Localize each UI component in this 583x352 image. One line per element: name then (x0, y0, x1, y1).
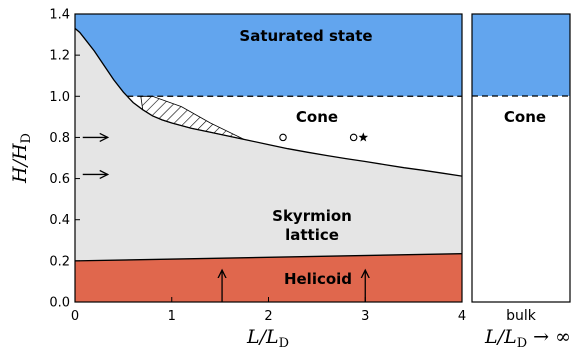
y-axis-ticks: 0.0 0.2 0.4 0.6 0.8 1.0 1.2 1.4 (49, 8, 80, 311)
bulk-cone-region (472, 96, 570, 302)
markers-group (279, 132, 369, 142)
y-tick-label: 1.2 (49, 49, 70, 64)
circle-marker-0 (279, 133, 287, 142)
arrows-group (82, 137, 366, 302)
y-tick-label: 0.6 (49, 172, 70, 187)
helicoid-boundary-line (75, 253, 462, 262)
bulk-x-axis-label: L/LD → ∞ (484, 326, 571, 351)
skyrmion-label-line2: lattice (285, 226, 339, 244)
x-tick-label: 4 (458, 309, 466, 324)
bulk-tick-label: bulk (506, 308, 537, 324)
helicoid-region (75, 253, 462, 302)
x-tick-label: 1 (168, 309, 176, 324)
x-axis-label: L/LD (246, 326, 289, 351)
x-axis-ticks: 0 1 2 3 4 (71, 297, 466, 324)
y-tick-label: 0.4 (49, 213, 70, 228)
y-tick-label: 0.8 (49, 131, 70, 146)
cone-label: Cone (296, 108, 338, 126)
saturated-state-label: Saturated state (239, 27, 372, 45)
x-tick-label: 2 (264, 309, 272, 324)
x-tick-label: 3 (361, 309, 369, 324)
y-tick-label: 0.0 (49, 296, 70, 311)
y-tick-label: 0.2 (49, 254, 70, 269)
y-tick-label: 1.0 (49, 90, 70, 105)
skyrmion-boundary-line (75, 27, 462, 177)
y-tick-label: 1.4 (49, 8, 70, 23)
saturated-state-region (75, 14, 462, 97)
helicoid-label: Helicoid (284, 270, 352, 288)
bulk-plot-frame (471, 13, 571, 303)
skyrmion-label-line1: Skyrmion (272, 207, 352, 225)
bulk-saturated-region (472, 14, 570, 96)
bulk-cone-label: Cone (504, 108, 546, 126)
y-axis-label: H/HD (9, 133, 34, 184)
circle-marker-1 (349, 133, 358, 142)
x-tick-label: 0 (71, 309, 79, 324)
star-marker (358, 132, 369, 142)
